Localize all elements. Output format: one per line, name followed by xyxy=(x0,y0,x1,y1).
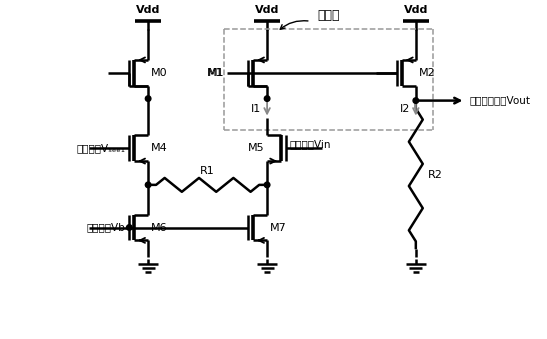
Circle shape xyxy=(146,96,151,101)
Text: M1: M1 xyxy=(208,68,224,78)
Text: M7: M7 xyxy=(270,222,287,233)
Circle shape xyxy=(264,182,270,188)
Text: R2: R2 xyxy=(428,170,443,180)
Text: 偏置电压Vb: 偏置电压Vb xyxy=(86,222,125,233)
Text: 输入信号Vin: 输入信号Vin xyxy=(290,139,331,149)
Circle shape xyxy=(413,98,418,103)
Text: 电流镜: 电流镜 xyxy=(317,9,340,22)
Text: M0: M0 xyxy=(151,68,168,78)
Text: M6: M6 xyxy=(151,222,168,233)
Text: M2: M2 xyxy=(419,68,435,78)
Text: M1: M1 xyxy=(207,68,224,78)
Circle shape xyxy=(264,96,270,101)
Text: M4: M4 xyxy=(151,143,168,153)
Text: Vdd: Vdd xyxy=(255,5,280,15)
Text: 转换输出信号Vout: 转换输出信号Vout xyxy=(469,96,531,105)
Text: 参考电压Vₛₑₑ₁: 参考电压Vₛₑₑ₁ xyxy=(77,143,125,153)
Text: M5: M5 xyxy=(247,143,264,153)
Circle shape xyxy=(146,182,151,188)
Text: Vdd: Vdd xyxy=(404,5,428,15)
Text: I1: I1 xyxy=(251,103,261,114)
Circle shape xyxy=(126,225,132,230)
Text: R1: R1 xyxy=(200,166,215,176)
Text: Vdd: Vdd xyxy=(136,5,160,15)
Text: I2: I2 xyxy=(399,103,410,114)
